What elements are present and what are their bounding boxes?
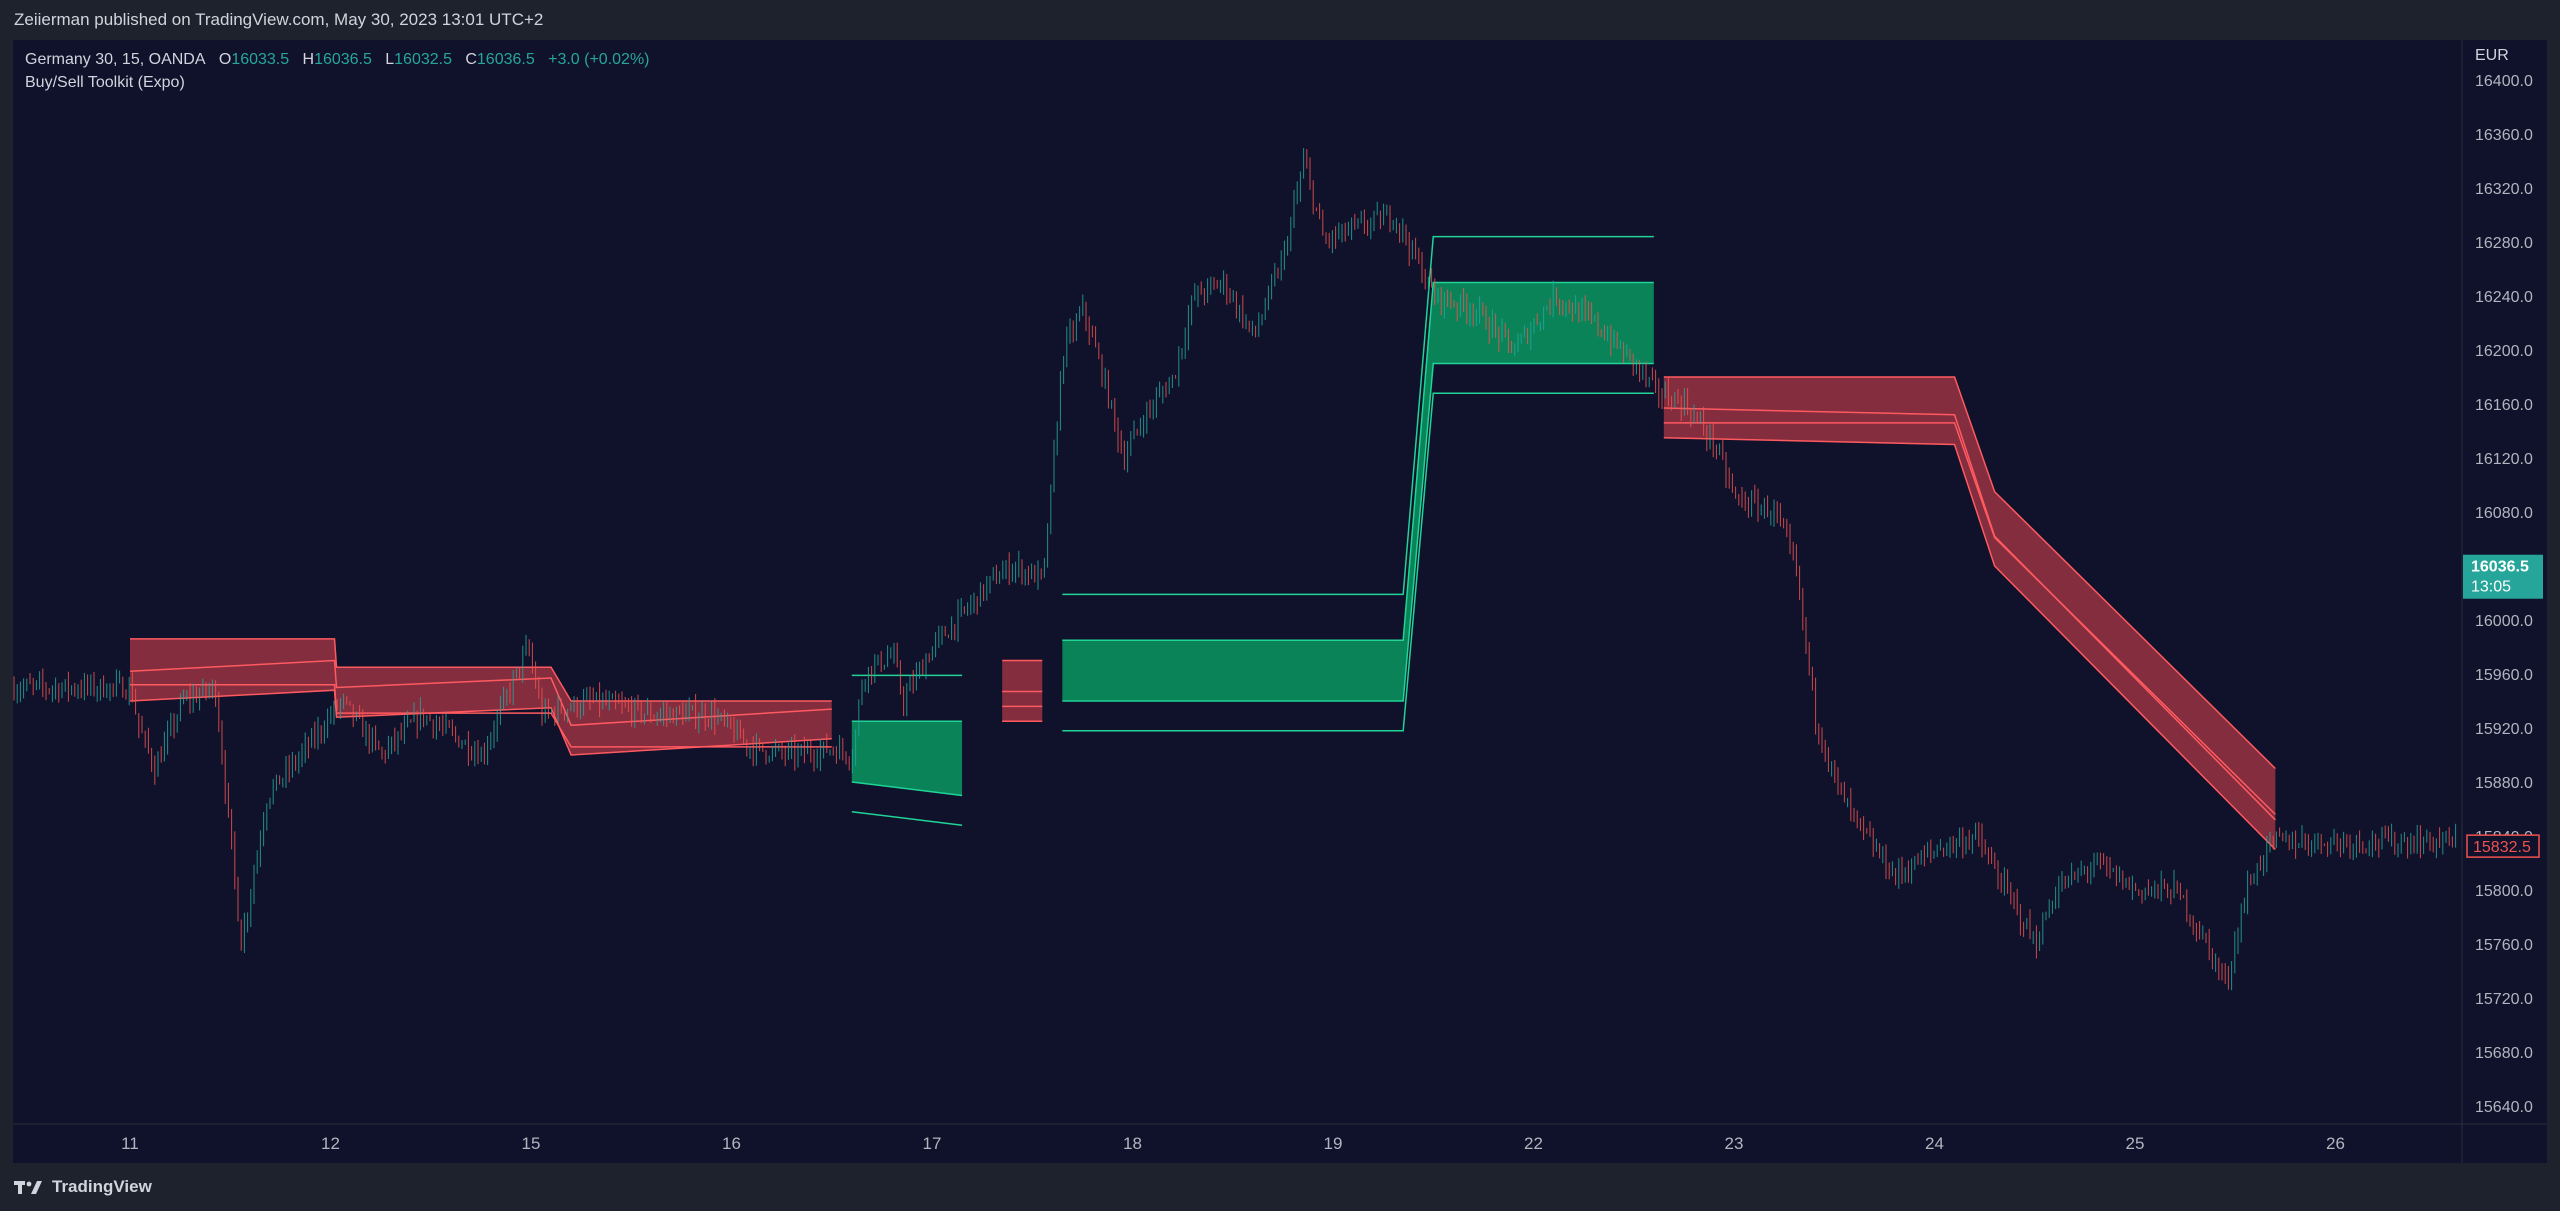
symbol-label: Germany 30, 15, OANDA <box>25 51 206 68</box>
change-value: +3.0 (+0.02%) <box>548 51 650 68</box>
open-label: O <box>218 51 232 68</box>
high-value: 16036.5 <box>314 51 372 68</box>
level-marker: 15832.5 <box>2466 834 2540 858</box>
y-axis[interactable]: 16400.0 16360.0 16320.0 16280.0 16240.0 16200… <box>2475 73 2533 1116</box>
y-tick-label: 15680.0 <box>2475 1045 2533 1062</box>
y-tick-label: 16400.0 <box>2475 73 2533 90</box>
x-tick-label: 24 <box>1925 1134 1944 1153</box>
candles-layer <box>13 148 2457 991</box>
close-label: C <box>465 51 477 68</box>
y-tick-label: 15920.0 <box>2475 721 2533 738</box>
x-tick-label: 25 <box>2126 1134 2145 1153</box>
sell-zone-band <box>1663 377 2276 850</box>
buy-trail-outer-line <box>1062 235 1654 596</box>
chart-legend: Germany 30, 15, OANDA O16033.5 H16036.5 … <box>25 48 650 94</box>
bands-layer <box>130 282 2276 850</box>
x-axis[interactable]: 11 12 15 16 17 18 19 22 23 24 25 26 <box>121 1134 2345 1153</box>
level-marker-label: 15832.5 <box>2473 839 2531 856</box>
y-tick-label: 16240.0 <box>2475 289 2533 306</box>
tradingview-brand: TradingView <box>52 1177 152 1196</box>
y-tick-label: 16280.0 <box>2475 235 2533 252</box>
indicator-name[interactable]: Buy/Sell Toolkit (Expo) <box>25 74 185 91</box>
buy-zone-band <box>851 721 963 796</box>
sell-zone-lower-line <box>1663 437 2276 851</box>
price-chart[interactable]: 16400.0 16360.0 16320.0 16280.0 16240.0 16200… <box>13 40 2547 1163</box>
bottom-bar: TradingView <box>0 1163 2560 1211</box>
x-tick-label: 16 <box>722 1134 741 1153</box>
buy-zone-upper-line <box>1062 281 1654 641</box>
chart-frame[interactable]: 16400.0 16360.0 16320.0 16280.0 16240.0 16200… <box>13 40 2547 1163</box>
level-marker-box <box>2466 834 2540 858</box>
high-label: H <box>302 51 315 68</box>
x-tick-label: 23 <box>1725 1134 1744 1153</box>
last-price-time: 13:05 <box>2471 579 2511 596</box>
y-tick-label: 16120.0 <box>2475 451 2533 468</box>
sell-trail-inner-line <box>129 659 832 727</box>
y-tick-label: 15960.0 <box>2475 667 2533 684</box>
buy-zone-band <box>1062 282 1654 701</box>
y-tick-label: 16160.0 <box>2475 397 2533 414</box>
currency-label: EUR <box>2475 47 2509 64</box>
y-tick-label: 15640.0 <box>2475 1099 2533 1116</box>
last-price-marker: 16036.5 13:05 <box>2463 554 2543 599</box>
sell-zone-upper-line <box>130 638 832 702</box>
tradingview-logo-icon <box>14 1181 42 1194</box>
x-tick-label: 19 <box>1324 1134 1343 1153</box>
tradingview-logo[interactable]: TradingView <box>14 1177 152 1197</box>
x-tick-label: 12 <box>321 1134 340 1153</box>
ohlc-row: Germany 30, 15, OANDA O16033.5 H16036.5 … <box>25 48 650 71</box>
x-tick-label: 11 <box>121 1134 139 1153</box>
y-tick-label: 16360.0 <box>2475 127 2533 144</box>
y-tick-label: 15720.0 <box>2475 991 2533 1008</box>
attribution-text: Zeiierman published on TradingView.com, … <box>14 10 544 29</box>
y-tick-label: 15880.0 <box>2475 775 2533 792</box>
buy-trail-inner-line <box>851 810 963 826</box>
buy-zone-lower-line <box>851 781 963 797</box>
sell-trail-outer-line <box>130 684 832 748</box>
indicator-row[interactable]: Buy/Sell Toolkit (Expo) <box>25 71 650 94</box>
y-tick-label: 16000.0 <box>2475 613 2533 630</box>
lines-layer <box>129 235 2276 851</box>
last-price-box <box>2463 554 2543 599</box>
sell-trail-inner-line <box>1663 407 2276 821</box>
y-tick-label: 15760.0 <box>2475 937 2533 954</box>
y-tick-label: 15800.0 <box>2475 883 2533 900</box>
y-tick-label: 16320.0 <box>2475 181 2533 198</box>
x-tick-label: 17 <box>923 1134 942 1153</box>
chart-background <box>13 40 2547 1163</box>
buy-trail-inner-line <box>1062 392 1654 732</box>
last-price-label: 16036.5 <box>2471 559 2529 576</box>
x-tick-label: 18 <box>1123 1134 1142 1153</box>
sell-trail-outer-line <box>1663 422 2276 815</box>
x-tick-label: 22 <box>1524 1134 1543 1153</box>
y-tick-label: 16200.0 <box>2475 343 2533 360</box>
y-tick-label: 16080.0 <box>2475 505 2533 522</box>
low-label: L <box>385 51 395 68</box>
low-value: 16032.5 <box>394 51 452 68</box>
sell-zone-upper-line <box>1663 376 2276 770</box>
sell-zone-band <box>130 638 832 755</box>
close-value: 16036.5 <box>476 51 535 68</box>
buy-zone-lower-line <box>1062 362 1654 702</box>
x-tick-label: 26 <box>2326 1134 2345 1153</box>
x-tick-label: 15 <box>522 1134 541 1153</box>
open-value: 16033.5 <box>231 51 290 68</box>
top-bar: Zeiierman published on TradingView.com, … <box>0 0 2560 40</box>
